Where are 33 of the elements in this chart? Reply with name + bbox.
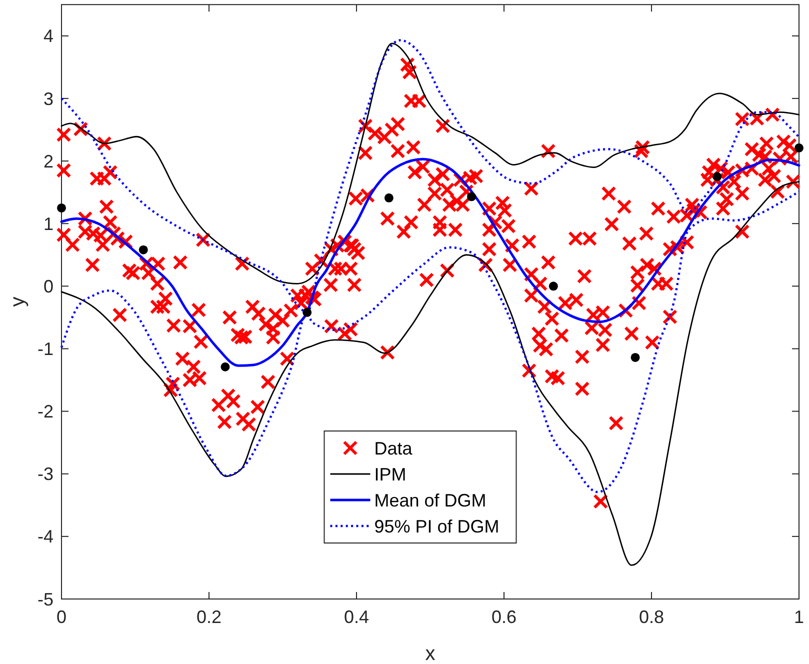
- point: [712, 172, 722, 182]
- x-tick-label: 0.4: [344, 607, 370, 627]
- x-tick-label: 0.8: [638, 607, 664, 627]
- y-tick-label: 3: [43, 88, 54, 109]
- point: [548, 282, 558, 291]
- point: [138, 245, 148, 254]
- y-tick-label: -1: [37, 339, 54, 360]
- legend-label: 95% PI of DGM: [374, 516, 500, 536]
- x-tick-label: 0: [56, 607, 67, 627]
- y-tick-label: -5: [37, 589, 54, 610]
- point: [630, 352, 640, 362]
- x-axis-title: x: [425, 643, 436, 664]
- y-axis-title: y: [7, 296, 29, 307]
- y-tick-label: 4: [43, 26, 54, 46]
- point: [57, 203, 66, 212]
- x-tick-label: 0.6: [491, 607, 517, 627]
- y-tick-label: -4: [37, 526, 54, 547]
- legend-label: Mean of DGM: [374, 490, 486, 510]
- y-tick-label: 1: [43, 214, 54, 234]
- x-tick-label: 0.2: [196, 607, 222, 627]
- y-tick-label: -3: [37, 464, 54, 484]
- point: [467, 192, 476, 202]
- point: [384, 193, 394, 202]
- y-tick-label: 2: [43, 151, 54, 172]
- point: [794, 143, 804, 152]
- line-series: [60, 180, 800, 566]
- legend-label: IPM: [374, 464, 406, 484]
- x-tick-label: 1: [794, 607, 804, 627]
- point: [302, 308, 312, 317]
- y-tick-label: -2: [37, 402, 54, 422]
- legend-label: Data: [374, 438, 414, 458]
- y-tick-label: 0: [43, 276, 54, 296]
- point: [220, 362, 230, 372]
